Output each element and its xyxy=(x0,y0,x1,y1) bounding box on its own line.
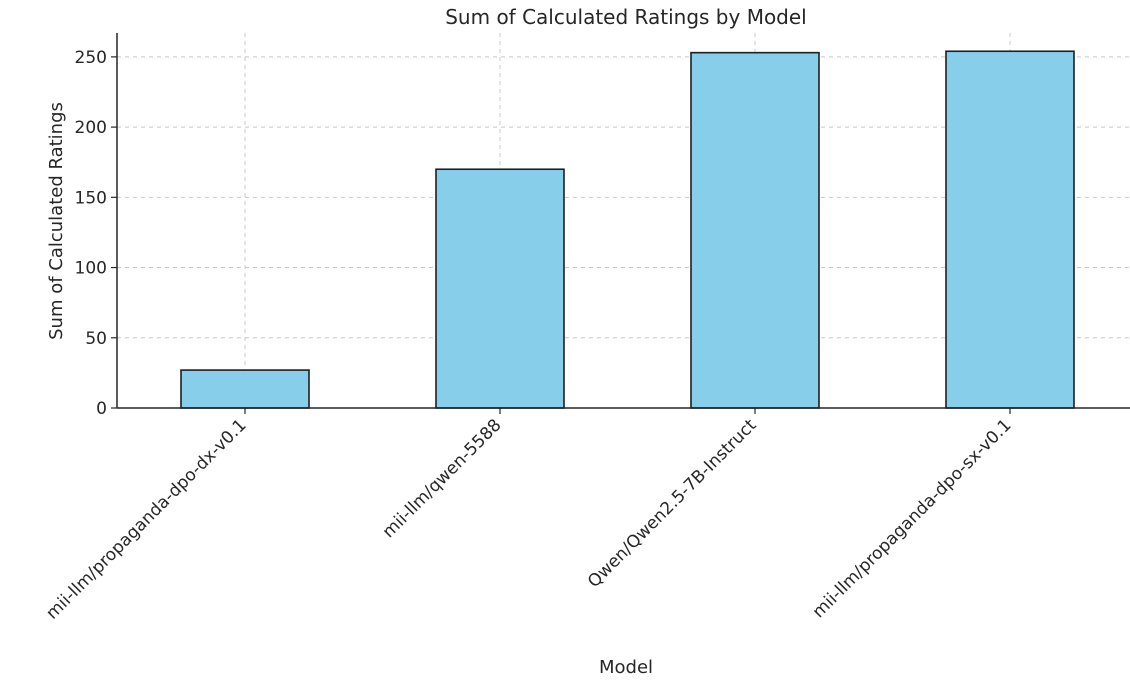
bar-1 xyxy=(180,369,310,409)
y-ticks: 0 50 100 150 200 250 xyxy=(75,48,117,419)
bars xyxy=(180,50,1075,409)
y-tick-label: 100 xyxy=(75,259,107,279)
y-tick-label: 200 xyxy=(75,118,107,138)
y-axis-label: Sum of Calculated Ratings xyxy=(46,102,67,340)
y-tick-label: 250 xyxy=(75,48,107,68)
bar-4 xyxy=(945,50,1075,409)
x-tick-label: mii-llm/propaganda-dpo-dx-v0.1 xyxy=(42,415,250,623)
axes xyxy=(116,33,1130,409)
x-axis-label: Model xyxy=(599,657,653,678)
y-tick-label: 150 xyxy=(75,188,107,208)
x-tick-label: Qwen/Qwen2.5-7B-Instruct xyxy=(584,415,761,592)
y-tick-label: 0 xyxy=(96,399,107,419)
chart-title: Sum of Calculated Ratings by Model xyxy=(445,5,807,29)
y-tick-label: 50 xyxy=(85,329,107,349)
bar-3 xyxy=(690,51,820,409)
x-tick-label: mii-llm/qwen-5588 xyxy=(379,415,506,542)
x-ticks: mii-llm/propaganda-dpo-dx-v0.1 mii-llm/qw… xyxy=(42,408,1016,623)
bar-2 xyxy=(435,168,565,409)
x-tick-label: mii-llm/propaganda-dpo-sx-v0.1 xyxy=(809,415,1016,622)
